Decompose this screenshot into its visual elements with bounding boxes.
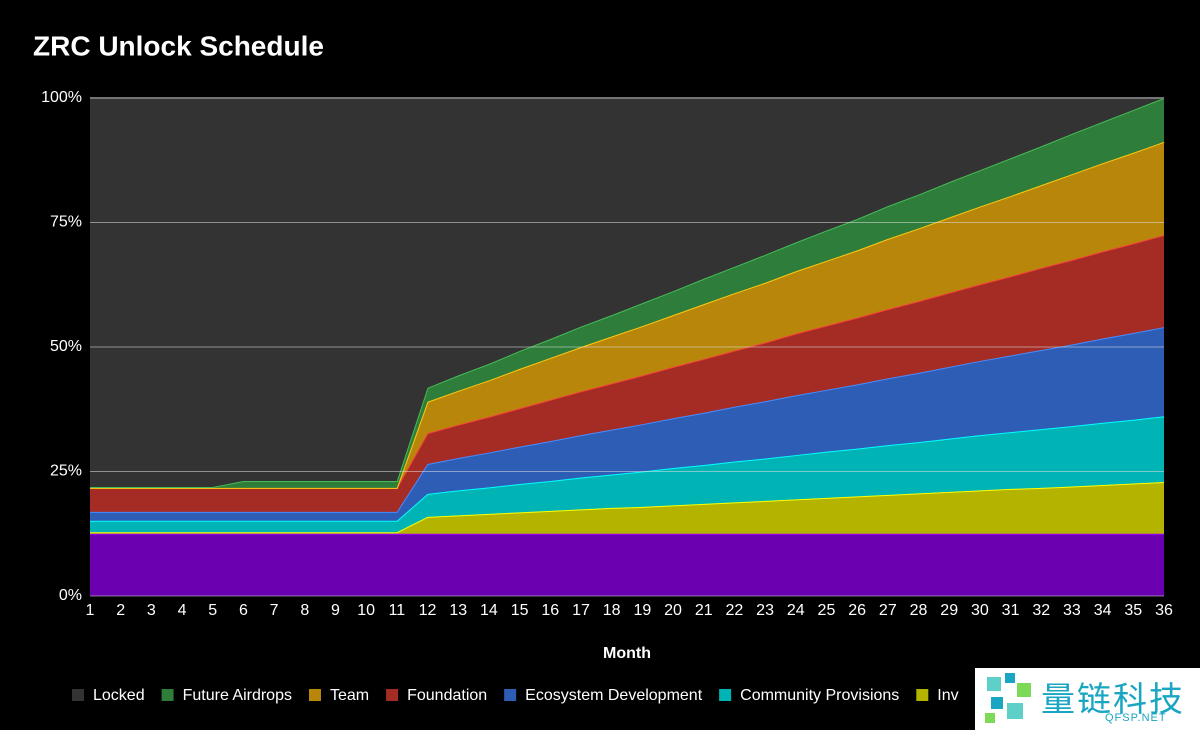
x-tick-label: 7 [270, 602, 279, 619]
legend-swatch [719, 689, 732, 701]
x-tick-label: 18 [603, 602, 621, 619]
legend-label: Inv [937, 687, 958, 704]
legend-label: Future Airdrops [183, 687, 292, 704]
x-tick-label: 14 [480, 602, 498, 619]
y-tick-label: 25% [50, 463, 82, 480]
x-tick-label: 1 [86, 602, 95, 619]
x-tick-label: 5 [208, 602, 217, 619]
x-tick-label: 8 [300, 602, 309, 619]
area [90, 98, 1164, 487]
watermark: 量链科技 QFSP.NET [975, 668, 1200, 730]
x-tick-label: 10 [357, 602, 375, 619]
x-tick-label: 23 [756, 602, 774, 619]
watermark-brand: 量链科技 [1041, 680, 1185, 720]
legend-swatch [72, 689, 84, 701]
legend-swatch [386, 689, 399, 701]
y-tick-label: 75% [50, 214, 82, 231]
x-tick-label: 31 [1002, 602, 1020, 619]
x-tick-label: 15 [511, 602, 529, 619]
legend-swatch [161, 689, 174, 701]
legend-swatch [504, 689, 517, 701]
x-tick-label: 20 [664, 602, 682, 619]
y-tick-label: 0% [59, 587, 82, 604]
x-tick-label: 3 [147, 602, 156, 619]
legend-label: Team [330, 687, 369, 704]
x-tick-label: 21 [695, 602, 713, 619]
x-tick-label: 26 [848, 602, 866, 619]
legend-label: Community Provisions [740, 687, 899, 704]
x-tick-label: 6 [239, 602, 248, 619]
x-tick-label: 34 [1094, 602, 1112, 619]
x-tick-label: 29 [940, 602, 958, 619]
x-tick-label: 24 [787, 602, 805, 619]
x-tick-label: 19 [633, 602, 651, 619]
x-tick-label: 9 [331, 602, 340, 619]
legend-label: Ecosystem Development [525, 687, 703, 704]
x-tick-label: 13 [449, 602, 467, 619]
x-tick-label: 30 [971, 602, 989, 619]
x-tick-label: 12 [419, 602, 437, 619]
x-tick-label: 32 [1032, 602, 1050, 619]
legend-label: Foundation [407, 687, 487, 704]
x-tick-label: 11 [389, 602, 406, 619]
x-tick-label: 25 [818, 602, 836, 619]
watermark-logo [985, 673, 1031, 723]
x-axis-title: Month [603, 645, 651, 662]
watermark-site: QFSP.NET [1105, 712, 1167, 724]
legend-label: Locked [93, 687, 145, 704]
x-tick-label: 16 [541, 602, 559, 619]
area [90, 327, 1164, 521]
area [90, 533, 1164, 596]
x-tick-label: 4 [178, 602, 187, 619]
x-tick-label: 2 [116, 602, 125, 619]
chart-title: ZRC Unlock Schedule [33, 30, 324, 61]
x-tick-label: 17 [572, 602, 590, 619]
y-tick-label: 100% [41, 89, 82, 106]
legend-swatch [308, 689, 321, 701]
x-tick-label: 22 [726, 602, 744, 619]
x-tick-label: 36 [1155, 602, 1173, 619]
x-tick-label: 33 [1063, 602, 1081, 619]
x-tick-label: 35 [1124, 602, 1142, 619]
legend-swatch [916, 689, 929, 701]
y-tick-label: 50% [50, 338, 82, 355]
x-tick-label: 28 [910, 602, 928, 619]
x-tick-label: 27 [879, 602, 897, 619]
